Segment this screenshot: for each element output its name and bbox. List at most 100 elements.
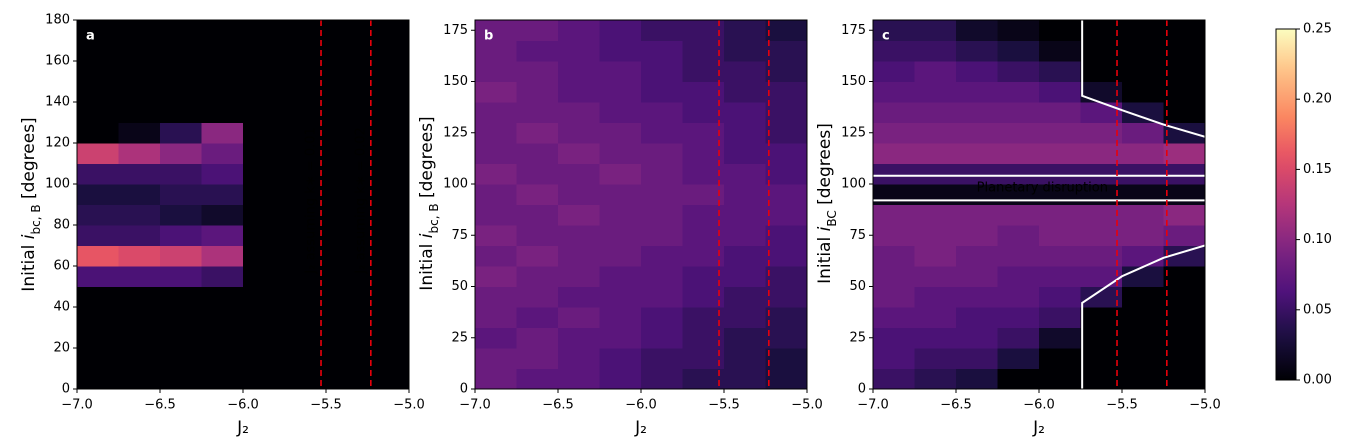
heat-cell xyxy=(1122,102,1164,123)
heat-cell xyxy=(1080,327,1123,349)
heat-cell xyxy=(160,327,202,349)
heat-cell xyxy=(914,184,957,205)
heat-cell xyxy=(682,307,725,328)
heat-cell xyxy=(956,143,998,164)
heat-cell xyxy=(724,143,766,164)
heat-cell xyxy=(243,348,285,369)
y-label-prefix: Initial xyxy=(19,239,39,291)
heat-cell xyxy=(873,184,915,205)
heat-cell xyxy=(475,368,517,389)
y-tick-label: 140 xyxy=(45,95,70,110)
heat-cell xyxy=(873,163,915,185)
heat-cell xyxy=(1039,61,1081,82)
heat-cell xyxy=(284,40,327,62)
heat-cell xyxy=(77,204,119,226)
heat-cell xyxy=(724,102,766,123)
y-label-symbol: i xyxy=(815,226,835,231)
heat-cell xyxy=(558,102,600,123)
heat-cell xyxy=(956,102,998,123)
heat-cell xyxy=(201,245,244,267)
heat-cell xyxy=(243,266,285,287)
heat-cell xyxy=(326,204,368,226)
heat-cell xyxy=(201,266,244,287)
heat-cell xyxy=(77,102,119,123)
y-tick-label: 40 xyxy=(53,300,70,315)
x-tick-label: −7.0 xyxy=(61,398,93,413)
heat-cell xyxy=(243,245,285,267)
heat-cell xyxy=(1163,327,1205,349)
heat-cell xyxy=(956,61,998,82)
heat-cell xyxy=(873,122,915,144)
heat-cell xyxy=(160,143,202,164)
heat-cell xyxy=(118,368,161,389)
heat-cell xyxy=(1163,143,1205,164)
heat-cell xyxy=(682,20,725,41)
heat-cell xyxy=(641,61,683,82)
heat-cell xyxy=(997,102,1040,123)
heat-cell xyxy=(77,61,119,82)
y-label-prefix: Initial xyxy=(815,231,835,283)
heat-cell xyxy=(475,61,517,82)
heat-cell xyxy=(1080,81,1123,103)
x-tick-label: −5.5 xyxy=(708,398,740,413)
heat-cell xyxy=(873,348,915,369)
y-tick-label: 0 xyxy=(460,382,468,397)
heat-cell xyxy=(243,40,285,62)
boundary-curve xyxy=(1081,20,1205,138)
heat-cell xyxy=(284,204,327,226)
heat-cell xyxy=(118,40,161,62)
heat-cell xyxy=(118,327,161,349)
heat-cell xyxy=(160,163,202,185)
x-tick-label: −5.0 xyxy=(1189,398,1221,413)
heat-cell xyxy=(475,225,517,246)
y-label-suffix: [degrees] xyxy=(417,116,437,203)
colorbar-tick-label: 0.20 xyxy=(1303,92,1332,107)
heat-cell xyxy=(1163,348,1205,369)
heat-cell xyxy=(201,327,244,349)
heat-cell xyxy=(1122,184,1164,205)
heat-cell xyxy=(160,225,202,246)
heat-cell xyxy=(201,184,244,205)
heat-cell xyxy=(1039,307,1081,328)
heat-cell xyxy=(326,122,368,144)
heat-cell xyxy=(243,122,285,144)
y-tick-label: 80 xyxy=(53,218,70,233)
heat-cell xyxy=(367,266,409,287)
heat-cell xyxy=(160,61,202,82)
y-tick-label: 0 xyxy=(62,382,70,397)
heat-cell xyxy=(284,163,327,185)
heat-cell xyxy=(1163,245,1205,267)
heat-cell xyxy=(1080,348,1123,369)
heat-cell xyxy=(367,102,409,123)
heat-cell xyxy=(1163,225,1205,246)
heat-cell xyxy=(201,81,244,103)
heat-cell xyxy=(201,307,244,328)
heat-cell xyxy=(765,204,807,226)
heat-cell xyxy=(367,245,409,267)
heat-cell xyxy=(724,368,766,389)
y-label-suffix: [degrees] xyxy=(19,117,39,204)
heat-cell xyxy=(558,204,600,226)
heat-cell xyxy=(914,204,957,226)
heat-cell xyxy=(77,327,119,349)
heat-cell xyxy=(284,122,327,144)
heat-cell xyxy=(475,102,517,123)
heat-cell xyxy=(1080,122,1123,144)
heat-cell xyxy=(243,81,285,103)
heat-cell xyxy=(724,122,766,144)
heat-cell xyxy=(956,266,998,287)
heat-cell xyxy=(765,102,807,123)
heat-cell xyxy=(367,307,409,328)
heat-cell xyxy=(201,163,244,185)
heat-cell xyxy=(682,61,725,82)
y-label-sub: bc, B xyxy=(427,203,441,233)
heat-cell xyxy=(558,266,600,287)
heat-cell xyxy=(956,245,998,267)
heat-cell xyxy=(641,266,683,287)
heat-cell xyxy=(284,348,327,369)
y-tick-label: 120 xyxy=(45,136,70,151)
heat-cell xyxy=(724,307,766,328)
heat-cell xyxy=(243,61,285,82)
heat-cell xyxy=(1080,245,1123,267)
